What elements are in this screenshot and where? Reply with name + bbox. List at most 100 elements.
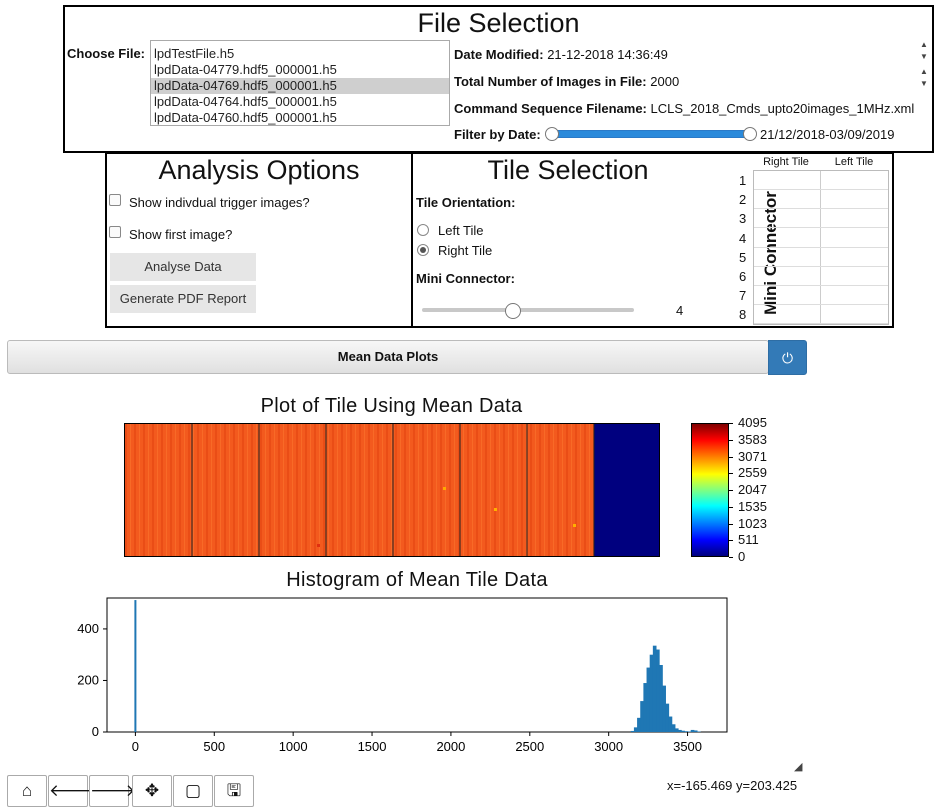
mini-row[interactable] — [754, 246, 888, 248]
file-option[interactable]: lpdTestFile.h5 — [154, 46, 235, 61]
x-tick-label: 2000 — [436, 739, 465, 754]
power-icon: ⏻ — [781, 350, 794, 366]
zoom-rect-button[interactable]: ▢ — [173, 775, 213, 807]
histogram-bar — [665, 703, 670, 732]
left-tile-radio[interactable] — [417, 224, 429, 236]
left-tile-label: Left Tile — [438, 223, 484, 238]
histogram-bar — [134, 600, 137, 732]
mini-connector-slider[interactable] — [422, 308, 634, 312]
file-selection-title: File Selection — [417, 8, 580, 38]
colorbar-tick-mark — [729, 523, 733, 525]
colorbar-tick-label: 1535 — [738, 498, 767, 514]
date-range-slider[interactable] — [549, 130, 752, 138]
colorbar-tick-mark — [729, 490, 733, 491]
home-button[interactable]: ⌂ — [7, 775, 47, 807]
mini-connector-thumb[interactable] — [505, 303, 522, 319]
histogram-bar — [678, 729, 682, 732]
scroll-up-icon[interactable]: ▲ — [920, 67, 928, 76]
histogram-chart: 0 500 1000 1500 2000 2500 3000 3500 0 200 400 — [77, 597, 728, 754]
mini-row[interactable] — [754, 208, 888, 210]
mini-row-number: 7 — [739, 288, 747, 304]
resize-grip-icon[interactable]: ◢ — [794, 761, 803, 773]
mean-data-plots-bar[interactable]: Mean Data Plots — [7, 340, 769, 374]
mini-row[interactable] — [754, 227, 888, 229]
scroll-down-icon[interactable]: ▼ — [920, 52, 928, 61]
x-tick-label: 0 — [132, 739, 139, 754]
cmd-seq-label: Command Sequence Filename: — [454, 101, 647, 116]
colorbar-tick-label: 3583 — [738, 431, 767, 447]
x-tick-label: 3000 — [594, 739, 623, 754]
colorbar-tick-label: 511 — [738, 532, 759, 548]
date-range-value: 21/12/2018-03/09/2019 — [760, 127, 895, 142]
choose-file-label: Choose File: — [67, 46, 146, 61]
num-images-value: 2000 — [650, 74, 680, 89]
mini-row-number: 8 — [739, 307, 747, 323]
analysis-options-title: Analysis Options — [158, 155, 360, 185]
zoom-rect-icon: ▢ — [184, 781, 202, 800]
date-modified-label: Date Modified: — [454, 47, 544, 62]
y-tick-label: 200 — [77, 672, 99, 687]
trigger-images-checkbox[interactable] — [109, 194, 121, 206]
mini-row[interactable] — [754, 285, 888, 286]
first-image-checkbox[interactable] — [109, 226, 121, 238]
tile-orientation-label: Tile Orientation: — [416, 195, 516, 210]
first-image-label: Show first image? — [129, 227, 233, 242]
power-button[interactable]: ⏻ — [768, 340, 807, 375]
colorbar-tick-mark — [729, 540, 733, 542]
save-icon: 🖫 — [226, 781, 242, 800]
generate-pdf-button[interactable]: Generate PDF Report — [110, 285, 256, 313]
histogram-title: Histogram of Mean Tile Data — [286, 569, 548, 591]
back-button[interactable]: 🡐 — [48, 775, 95, 807]
file-option[interactable]: lpdData-04779.hdf5_000001.h5 — [154, 62, 337, 77]
num-images-row: Total Number of Images in File: 2000 — [454, 74, 679, 89]
x-tick-label: 1500 — [358, 739, 387, 754]
file-option-selected[interactable]: lpdData-04769.hdf5_000001.h5 — [151, 78, 449, 94]
date-range-thumb-end[interactable] — [743, 127, 757, 141]
heatmap-hot-pixel — [317, 544, 320, 547]
histogram-bar — [697, 731, 701, 732]
heatmap-hot-pixel — [443, 487, 446, 490]
histogram-bar — [659, 665, 663, 732]
mini-row[interactable] — [754, 304, 888, 306]
mini-connector-label: Mini Connector: — [416, 271, 515, 286]
file-option[interactable]: lpdData-04760.hdf5_000001.h5 — [154, 110, 337, 125]
cmd-seq-row: Command Sequence Filename: LCLS_2018_Cmd… — [454, 101, 914, 116]
mini-row[interactable] — [754, 265, 888, 267]
date-modified-row: Date Modified: 21-12-2018 14:36:49 — [454, 47, 668, 62]
forward-icon: 🡒 — [90, 781, 136, 800]
heatmap-hot-pixel — [494, 508, 497, 511]
pan-button[interactable]: ✥ — [132, 775, 172, 807]
colorbar — [691, 423, 729, 557]
y-tick-label: 0 — [92, 724, 99, 739]
trigger-images-label: Show indivdual trigger images? — [129, 195, 310, 210]
forward-button[interactable]: 🡒 — [89, 775, 136, 807]
histogram-bar — [656, 649, 660, 732]
colorbar-tick-mark — [729, 506, 733, 508]
analyse-data-button[interactable]: Analyse Data — [110, 253, 256, 281]
save-button[interactable]: 🖫 — [214, 775, 254, 807]
colorbar-tick-mark — [729, 439, 733, 441]
file-listbox[interactable]: lpdTestFile.h5 lpdData-04779.hdf5_000001… — [150, 40, 450, 126]
file-option[interactable]: lpdData-04764.hdf5_000001.h5 — [154, 94, 337, 109]
histogram-bar — [630, 730, 635, 732]
date-range-thumb-start[interactable] — [545, 127, 559, 141]
mini-row-number: 4 — [739, 230, 747, 246]
scroll-down-icon[interactable]: ▼ — [920, 79, 928, 88]
right-tile-radio[interactable] — [417, 244, 429, 256]
histogram-bar — [693, 730, 698, 732]
cursor-coords: x=-165.469 y=203.425 — [667, 778, 798, 793]
cmd-seq-value: LCLS_2018_Cmds_upto20images_1MHz.xml — [650, 101, 915, 116]
colorbar-tick-label: 2559 — [738, 465, 767, 481]
right-tile-label: Right Tile — [438, 243, 493, 258]
scroll-up-icon[interactable]: ▲ — [920, 40, 928, 49]
histogram-bar — [690, 729, 695, 732]
histogram-frame — [106, 597, 728, 733]
mini-row[interactable] — [754, 323, 888, 325]
heatmap-active-region — [125, 424, 594, 556]
date-modified-value: 21-12-2018 14:36:49 — [547, 47, 668, 62]
colorbar-tick-mark — [729, 456, 733, 458]
mini-row[interactable] — [754, 189, 888, 190]
colorbar-tick-mark — [729, 423, 733, 424]
info-scrollbar[interactable]: ▲ ▼ ▲ ▼ — [918, 38, 932, 124]
heatmap-svg — [125, 424, 659, 556]
